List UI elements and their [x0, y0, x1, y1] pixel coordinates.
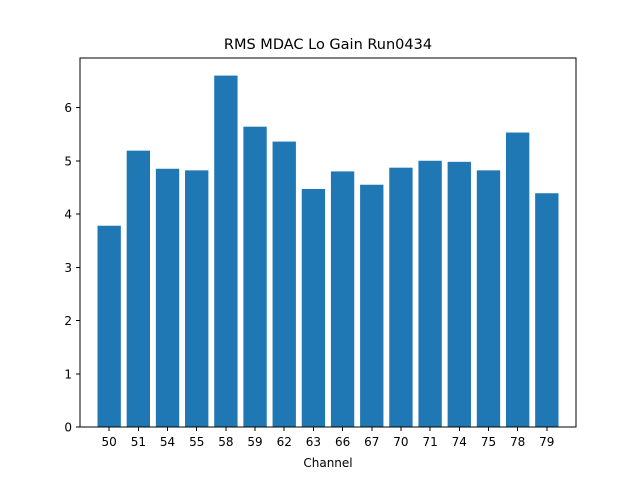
- y-tick-label: 6: [64, 101, 72, 115]
- bar-channel-51: [126, 150, 151, 427]
- x-tick-label: 75: [481, 435, 496, 449]
- x-tick-label: 59: [247, 435, 262, 449]
- bar-channel-59: [243, 126, 267, 428]
- x-axis-label: Channel: [303, 456, 352, 470]
- y-tick-label: 2: [64, 314, 72, 328]
- bar-channel-78: [505, 132, 530, 427]
- bar-channel-58: [214, 75, 238, 428]
- x-tick-label: 62: [277, 435, 292, 449]
- x-tick-label: 70: [393, 435, 408, 449]
- x-axis-ticks: 50 51 54 55 58 59 62 63 66 67 70 71 74 75 78 79: [102, 427, 554, 449]
- bar-channel-55: [185, 170, 209, 427]
- bar-channel-66: [330, 171, 355, 427]
- x-tick-label: 66: [335, 435, 350, 449]
- x-tick-label: 55: [189, 435, 204, 449]
- x-tick-label: 71: [422, 435, 437, 449]
- x-tick-label: 51: [131, 435, 146, 449]
- bar-channel-75: [476, 170, 501, 427]
- x-tick-label: 54: [160, 435, 175, 449]
- x-tick-label: 79: [539, 435, 554, 449]
- x-tick-label: 50: [102, 435, 117, 449]
- y-tick-label: 5: [64, 154, 72, 168]
- y-tick-label: 1: [64, 367, 72, 381]
- plot-frame: [79, 57, 577, 428]
- y-tick-label: 0: [64, 421, 72, 435]
- bar-channel-67: [360, 184, 384, 427]
- y-axis-ticks: 0 1 2 3 4 5 6: [64, 101, 80, 435]
- bar-channel-63: [301, 188, 326, 427]
- y-tick-label: 3: [64, 261, 72, 275]
- x-tick-label: 58: [218, 435, 233, 449]
- y-tick-label: 4: [64, 208, 72, 222]
- x-tick-label: 74: [452, 435, 467, 449]
- x-tick-label: 67: [364, 435, 379, 449]
- bar-channel-54: [155, 168, 180, 428]
- bar-channel-74: [447, 161, 471, 427]
- bar-channel-79: [535, 193, 559, 427]
- bar-channel-71: [418, 160, 442, 427]
- x-tick-label: 78: [510, 435, 525, 449]
- bars-group: [97, 75, 559, 428]
- bar-channel-70: [389, 167, 413, 428]
- bar-channel-50: [97, 225, 121, 427]
- x-tick-label: 63: [306, 435, 321, 449]
- chart-title: RMS MDAC Lo Gain Run0434: [224, 37, 432, 53]
- bar-channel-62: [272, 141, 296, 427]
